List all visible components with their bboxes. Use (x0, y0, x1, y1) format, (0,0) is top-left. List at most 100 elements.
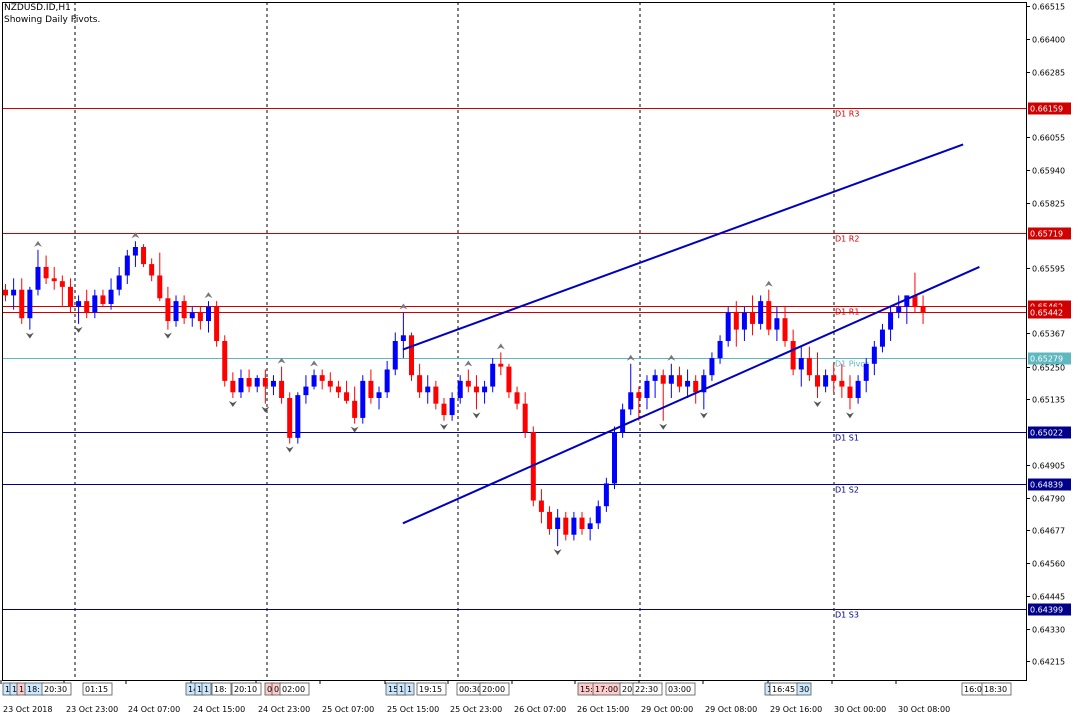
trend-channel (402, 143, 980, 525)
candle-body (124, 255, 130, 276)
candle-body (896, 306, 902, 313)
candle-body (270, 380, 276, 387)
time-badge-label: 1 (19, 685, 24, 694)
candle-body (465, 380, 471, 387)
candle-body (774, 318, 780, 330)
time-badge (981, 682, 1012, 696)
candle-body (400, 335, 406, 341)
candle-body (51, 278, 57, 282)
fractal-up-marker (399, 303, 408, 310)
candle-body (238, 378, 244, 393)
candle-body (327, 380, 333, 387)
candle-body (149, 264, 155, 276)
fractal-down-marker (472, 412, 481, 419)
fractal-down-marker (813, 400, 822, 407)
candle-body (11, 289, 17, 296)
fractal-down-marker (350, 426, 359, 433)
fractal-down-marker (285, 446, 294, 453)
candle-body (676, 375, 682, 387)
candle-body (766, 301, 772, 330)
y-tick-label: 0.65595 (1032, 265, 1065, 274)
channel-lower-line (402, 266, 980, 525)
candle-body (823, 375, 829, 387)
x-tick-label: 25 Oct 15:00 (387, 705, 439, 714)
time-badge (41, 682, 72, 696)
candle-body (652, 375, 658, 381)
time-badge-label: 18: (27, 685, 40, 694)
candle-body (165, 298, 171, 322)
price-tag (1028, 227, 1071, 240)
time-badge (279, 682, 310, 696)
fractal-down-marker (25, 332, 34, 339)
x-axis-badges: 1 1 1 18: 20:30 01:15 14:1 1 18: 20:10 0 0 02:00 15:1… (2, 682, 1012, 696)
candle-body (741, 312, 747, 330)
candle-body (311, 375, 317, 387)
candles (3, 241, 926, 547)
candle-body (506, 366, 512, 393)
candle-body (693, 380, 699, 393)
y-tick-label: 0.64330 (1032, 626, 1065, 635)
candle-body (287, 397, 293, 438)
pivot-name-label: D1 Pivot (835, 360, 868, 369)
time-badge-label: 1 (767, 685, 772, 694)
candle-body (189, 312, 195, 319)
candle-body (758, 301, 764, 324)
candle-body (368, 380, 374, 398)
price-tag-label: 0.66159 (1030, 105, 1063, 114)
time-badge-label: 18:30 (984, 685, 1007, 694)
price-tag-label: 0.65279 (1030, 355, 1063, 364)
x-tick-label: 26 Oct 15:00 (577, 705, 629, 714)
candle-body (206, 306, 211, 322)
candle-body (904, 295, 910, 307)
time-badge-label: 16:45 (772, 685, 795, 694)
candle-body (685, 380, 691, 387)
candle-body (246, 378, 252, 387)
candle-body (181, 301, 187, 319)
time-badge (201, 682, 212, 696)
y-tick-label: 0.64445 (1032, 593, 1065, 602)
time-badge-label: 30 (799, 685, 809, 694)
candle-body (750, 312, 756, 324)
time-badge (211, 682, 232, 696)
price-tag (1028, 352, 1071, 365)
price-tag (1028, 102, 1071, 115)
time-badge (82, 682, 113, 696)
time-badge (479, 682, 510, 696)
fractal-down-marker (699, 412, 708, 419)
y-tick-label: 0.66055 (1032, 134, 1065, 143)
candle-body (473, 386, 479, 393)
time-badge-label: 20: (622, 685, 635, 694)
y-tick-label: 0.66400 (1032, 36, 1065, 45)
candle-body (563, 517, 569, 535)
candle-body (303, 386, 309, 396)
x-tick-label: 23 Oct 23:00 (66, 705, 118, 714)
candle-body (67, 286, 73, 307)
fractal-up-marker (131, 232, 140, 239)
candle-body (254, 378, 260, 387)
x-tick-label: 30 Oct 08:00 (898, 705, 950, 714)
candle-body (35, 266, 41, 290)
y-tick-label: 0.64790 (1032, 495, 1065, 504)
candle-body (417, 375, 423, 393)
candle-body (490, 363, 496, 387)
price-tag (1028, 426, 1071, 439)
candle-body (295, 395, 301, 438)
time-badge-label: 02:00 (282, 685, 305, 694)
candle-body (920, 306, 926, 313)
symbol-label: NZDUSD.ID,H1 (4, 3, 71, 13)
time-badge-label: 0 (267, 685, 272, 694)
candle-body (644, 380, 650, 398)
x-tick-label: 25 Oct 23:00 (450, 705, 502, 714)
candle-body (376, 392, 382, 398)
candle-body (335, 386, 341, 393)
time-badge-label: 17:00 (595, 685, 618, 694)
candle-body (59, 281, 65, 287)
candle-body (555, 517, 561, 530)
fractal-down-marker (553, 549, 562, 556)
candle-body (141, 246, 147, 265)
candle-body (547, 511, 553, 530)
time-badge-label: 0 (274, 685, 279, 694)
y-tick-label: 0.65250 (1032, 364, 1065, 373)
